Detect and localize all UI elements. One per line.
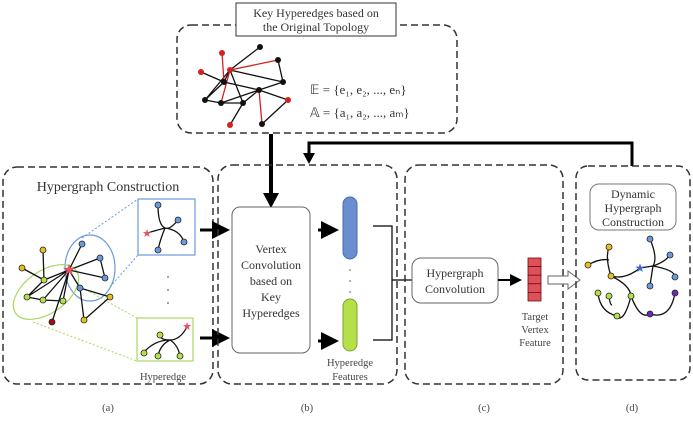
dyn-line3: Construction: [602, 215, 664, 229]
dynamic-hypergraph-title-box: [589, 183, 677, 231]
svg-text:★: ★: [182, 321, 192, 333]
down-arrow-head: [263, 193, 279, 208]
top-title-line1: Key Hyperedges based on: [253, 6, 379, 20]
ellipsis-dots: [167, 276, 169, 304]
target-line1: Target: [522, 312, 549, 323]
dyn-line1: Dynamic: [611, 187, 655, 201]
dyn-line2: Hypergraph: [604, 201, 661, 215]
dynamic-hypergraph: ★: [584, 235, 679, 320]
caption-a: (a): [102, 403, 114, 414]
panel-b: [217, 164, 398, 385]
hc-line2: Convolution: [425, 282, 485, 296]
feedback-arrow-head: [303, 153, 315, 164]
original-topology-graph: [198, 44, 291, 128]
features-line1: Hyperedge: [327, 358, 373, 369]
feature-merge-bracket: [373, 225, 405, 341]
vc-line2: Convolution: [241, 258, 301, 272]
hypergraph-construction-title: Hypergraph Construction: [37, 180, 179, 195]
panel-d: [575, 165, 691, 381]
hypergraph-illustration: ★: [12, 198, 139, 362]
top-title-line2: the Original Topology: [263, 20, 369, 34]
blue-hyperedge-box: [137, 198, 196, 256]
feedback-arrow: [307, 141, 634, 166]
formula-key-set: 𝔸 = {a₁, a₂, ..., aₘ}: [310, 105, 410, 120]
features-line2: Features: [332, 372, 368, 383]
formula-hyperedge-set: 𝔼 = {e₁, e₂, ..., eₙ}: [310, 82, 407, 97]
green-hyperedge-feature: [342, 298, 358, 352]
feature-dots: [349, 269, 351, 293]
hc-line1: Hypergraph: [426, 266, 483, 280]
vc-line3: based on: [250, 274, 292, 288]
svg-text:★: ★: [635, 261, 646, 275]
target-line3: Feature: [519, 338, 551, 349]
blue-hyperedge-feature: [342, 196, 358, 260]
panel-a: [2, 166, 214, 385]
caption-d: (d): [626, 403, 639, 414]
green-hyperedge: ★: [140, 321, 192, 360]
blue-hyperedge: ★: [142, 201, 188, 254]
vertex-convolution-box: [231, 206, 311, 354]
caption-b: (b): [301, 403, 314, 414]
hollow-arrow: [547, 270, 581, 290]
svg-text:★: ★: [142, 228, 152, 240]
original-topology-title-box: [235, 2, 397, 37]
target-line2: Vertex: [521, 325, 549, 336]
vc-line5: Hyperedges: [242, 306, 300, 320]
vc-line1: Vertex: [255, 242, 286, 256]
vc-line4: Key: [261, 290, 281, 304]
target-vertex-feature-bar: [527, 257, 542, 302]
hyperedge-label: Hyperedge: [140, 372, 186, 383]
panel-c: [404, 164, 564, 385]
svg-text:★: ★: [62, 262, 76, 279]
hypergraph-convolution-box: [411, 257, 499, 304]
caption-c: (c): [478, 403, 490, 414]
